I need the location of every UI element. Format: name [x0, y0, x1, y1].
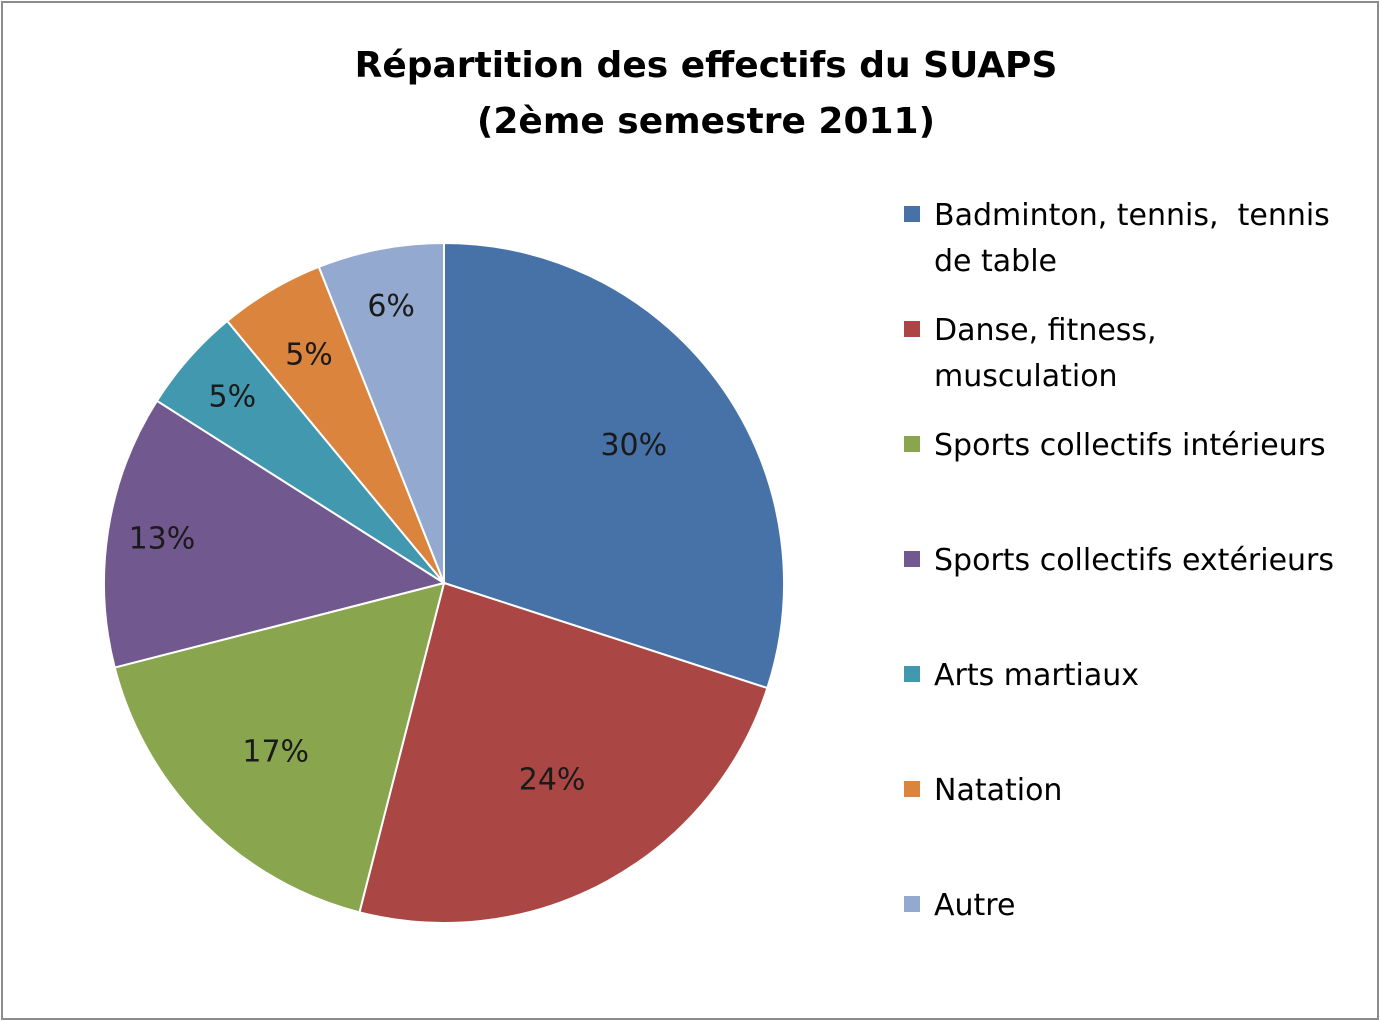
chart-title-line-1: Répartition des effectifs du SUAPS: [354, 45, 1058, 86]
pie-slice-3: [113, 581, 446, 914]
legend-swatch-6: [904, 781, 920, 797]
pie-slices: [103, 241, 785, 924]
legend-label-3: Sports collectifs intérieurs: [934, 428, 1326, 463]
data-label-7: 6%: [367, 289, 415, 324]
legend-label-2: Danse, fitness, musculation: [934, 313, 1157, 394]
data-label-2: 24%: [519, 763, 586, 798]
data-label-1: 30%: [600, 428, 667, 463]
pie-slice-7: [317, 241, 445, 584]
legend-label-6: Natation: [934, 773, 1063, 808]
legend-label-1: Badminton, tennis, tennis de table: [934, 198, 1330, 279]
legend-label-5: Arts martiaux: [934, 658, 1139, 693]
chart-title: Répartition des effectifs du SUAPS (2ème…: [0, 38, 1380, 150]
data-label-4: 13%: [129, 521, 196, 556]
legend-swatch-3: [904, 436, 920, 452]
chart-subtitle: (2ème semestre 2011): [476, 101, 936, 142]
pie-slice-2: [358, 581, 769, 924]
legend-label-4: Sports collectifs extérieurs: [934, 543, 1335, 578]
data-label-6: 5%: [285, 338, 333, 373]
legend-swatch-5: [904, 666, 920, 682]
legend-swatch-2: [904, 321, 920, 337]
pie-slice-4: [103, 399, 447, 669]
legend-swatch-1: [904, 206, 920, 222]
pie-data-labels: 30% 24% 17% 13% 5% 5% 6%: [129, 289, 668, 798]
legend-swatch-4: [904, 551, 920, 567]
data-label-5: 5%: [209, 379, 257, 414]
pie-slice-1: [443, 241, 785, 690]
legend-label-7: Autre: [934, 888, 1016, 923]
data-label-3: 17%: [242, 734, 309, 769]
legend-swatch-7: [904, 896, 920, 912]
